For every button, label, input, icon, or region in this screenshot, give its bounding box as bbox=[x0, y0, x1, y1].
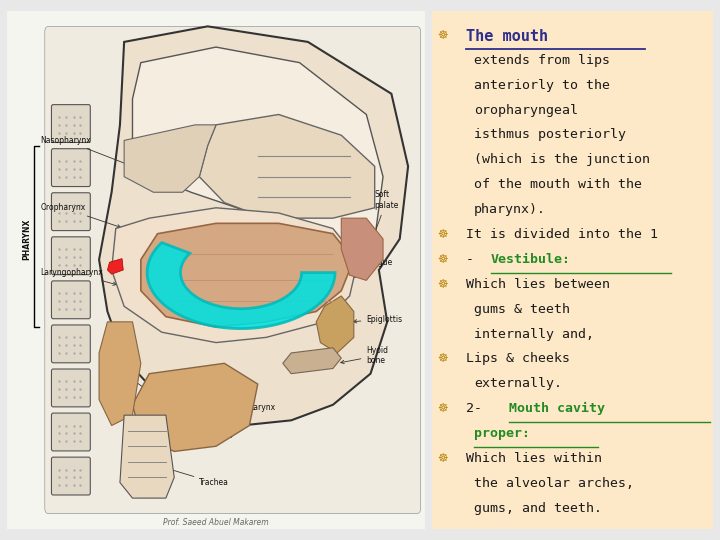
Text: pharynx).: pharynx). bbox=[474, 203, 546, 216]
FancyBboxPatch shape bbox=[3, 5, 429, 535]
FancyBboxPatch shape bbox=[51, 193, 90, 231]
Polygon shape bbox=[99, 322, 141, 426]
Text: Which lies within: Which lies within bbox=[466, 452, 602, 465]
Text: PHARYNX: PHARYNX bbox=[23, 218, 32, 260]
Text: Prof. Saeed Abuel Makarem: Prof. Saeed Abuel Makarem bbox=[163, 518, 269, 526]
Text: internally and,: internally and, bbox=[474, 328, 594, 341]
Text: Oropharynx: Oropharynx bbox=[40, 204, 121, 228]
Polygon shape bbox=[199, 114, 374, 218]
Text: The mouth: The mouth bbox=[466, 29, 548, 44]
Text: ☸: ☸ bbox=[438, 253, 448, 266]
Text: the alveolar arches,: the alveolar arches, bbox=[474, 477, 634, 490]
Text: proper:: proper: bbox=[474, 427, 530, 440]
Text: Laryngopharynx: Laryngopharynx bbox=[40, 268, 117, 285]
Text: ☸: ☸ bbox=[438, 353, 448, 366]
Text: gums & teeth: gums & teeth bbox=[474, 302, 570, 316]
Text: Trachea: Trachea bbox=[148, 462, 229, 487]
FancyBboxPatch shape bbox=[45, 26, 420, 514]
Text: Soft
palate: Soft palate bbox=[372, 191, 399, 241]
Text: Nasopharynx: Nasopharynx bbox=[40, 136, 129, 165]
Polygon shape bbox=[341, 218, 383, 280]
Text: of the mouth with the: of the mouth with the bbox=[474, 178, 642, 191]
Polygon shape bbox=[316, 296, 354, 353]
FancyBboxPatch shape bbox=[51, 281, 90, 319]
Text: ☸: ☸ bbox=[438, 402, 448, 415]
Polygon shape bbox=[112, 208, 358, 342]
FancyBboxPatch shape bbox=[51, 413, 90, 451]
FancyBboxPatch shape bbox=[429, 5, 716, 535]
Text: Esophagus: Esophagus bbox=[127, 376, 233, 441]
Text: It is divided into the 1: It is divided into the 1 bbox=[466, 228, 657, 241]
Polygon shape bbox=[99, 26, 408, 426]
Text: Epiglottis: Epiglottis bbox=[354, 315, 402, 324]
Text: -: - bbox=[466, 253, 482, 266]
Text: isthmus posteriorly: isthmus posteriorly bbox=[474, 129, 626, 141]
Polygon shape bbox=[141, 224, 354, 327]
Text: extends from lips: extends from lips bbox=[474, 54, 610, 67]
Text: Vestibule:: Vestibule: bbox=[491, 253, 571, 266]
Text: ☸: ☸ bbox=[438, 452, 448, 465]
Text: Tongue: Tongue bbox=[344, 258, 394, 284]
Text: oropharyngeal: oropharyngeal bbox=[474, 104, 578, 117]
FancyBboxPatch shape bbox=[51, 237, 90, 275]
Polygon shape bbox=[132, 47, 383, 260]
Polygon shape bbox=[283, 348, 341, 374]
FancyBboxPatch shape bbox=[51, 457, 90, 495]
Text: (which is the junction: (which is the junction bbox=[474, 153, 650, 166]
Text: 2-: 2- bbox=[466, 402, 490, 415]
Polygon shape bbox=[120, 415, 174, 498]
Polygon shape bbox=[132, 363, 258, 451]
FancyBboxPatch shape bbox=[51, 105, 90, 143]
Text: anteriorly to the: anteriorly to the bbox=[474, 79, 610, 92]
Text: ☸: ☸ bbox=[438, 278, 448, 291]
Text: ☸: ☸ bbox=[438, 228, 448, 241]
Text: gums, and teeth.: gums, and teeth. bbox=[474, 502, 602, 515]
Text: Which lies between: Which lies between bbox=[466, 278, 610, 291]
Polygon shape bbox=[107, 259, 123, 274]
Polygon shape bbox=[147, 242, 335, 328]
Text: Hyoid
bone: Hyoid bone bbox=[341, 346, 388, 366]
Text: Larynx: Larynx bbox=[228, 395, 276, 412]
FancyBboxPatch shape bbox=[51, 148, 90, 186]
Text: externally.: externally. bbox=[474, 377, 562, 390]
FancyBboxPatch shape bbox=[51, 369, 90, 407]
Text: ☸: ☸ bbox=[438, 29, 448, 42]
Text: Lips & cheeks: Lips & cheeks bbox=[466, 353, 570, 366]
Polygon shape bbox=[124, 125, 216, 192]
Text: Mouth cavity: Mouth cavity bbox=[509, 402, 606, 415]
FancyBboxPatch shape bbox=[51, 325, 90, 363]
